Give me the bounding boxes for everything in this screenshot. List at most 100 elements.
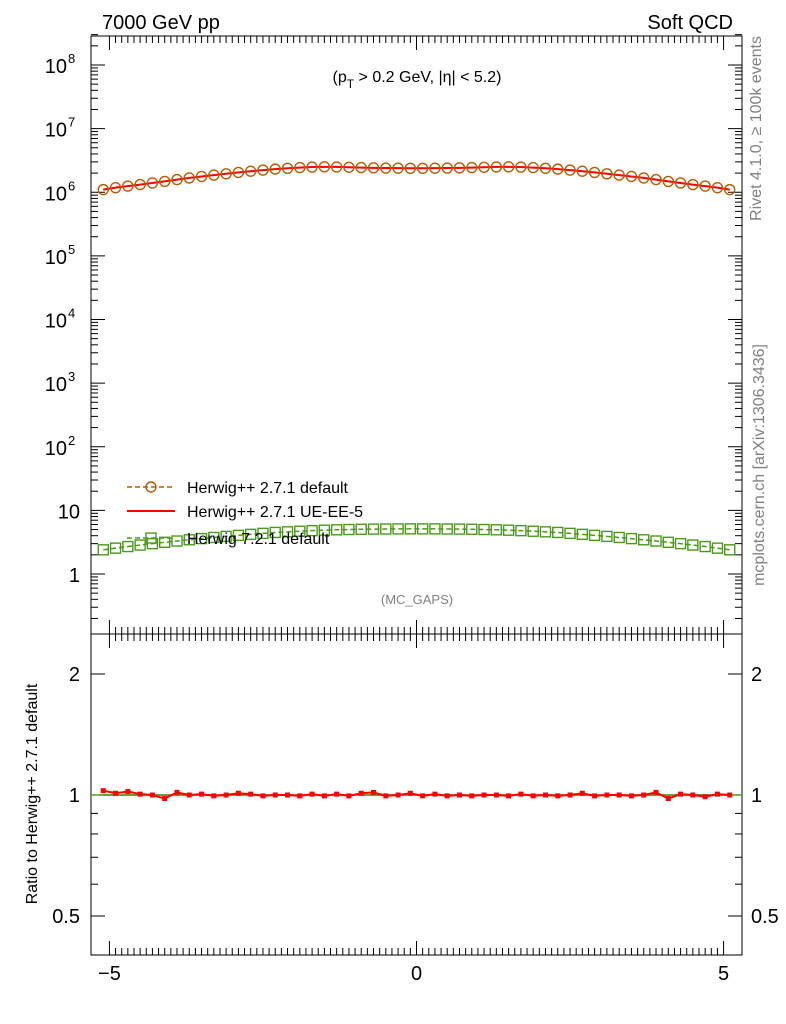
data-point-herwig7 [601, 530, 613, 543]
data-point-herwig7 [220, 530, 232, 543]
data-point-herwig7 [257, 527, 269, 540]
legend-herwig7: Herwig 7.2.1 default [127, 531, 330, 548]
ratio-point-herwigpp-ue [678, 791, 684, 797]
data-point-herwigpp-default [478, 161, 490, 173]
data-point-herwig7 [208, 531, 220, 544]
ratio-point-herwigpp-ue [518, 791, 524, 797]
cut-label: (pT > 0.2 GeV, |η| < 5.2) [333, 69, 502, 91]
ratio-point-herwigpp-ue [223, 792, 229, 798]
ratio-point-herwigpp-ue [297, 793, 303, 799]
data-point-herwig7 [232, 529, 245, 542]
data-point-herwigpp-default [355, 161, 367, 174]
data-point-herwigpp-default [281, 162, 294, 174]
data-point-herwig7 [576, 528, 589, 541]
data-point-herwigpp-default [429, 162, 441, 174]
ratio-point-herwigpp-ue [272, 792, 278, 798]
y-tick-exponent: 6 [68, 178, 75, 193]
legend-label: Herwig++ 2.7.1 UE-EE-5 [187, 504, 363, 521]
ratio-point-herwigpp-ue [346, 793, 352, 799]
y-tick-exponent: 5 [68, 242, 75, 257]
data-point-herwigpp-default [650, 173, 662, 186]
ratio-point-herwigpp-ue [481, 792, 487, 798]
data-point-herwigpp-default [699, 180, 711, 192]
ratio-point-herwigpp-ue [149, 792, 155, 798]
ratio-point-herwigpp-ue [469, 793, 475, 799]
ratio-ticks [91, 634, 742, 956]
data-point-herwigpp-default [109, 181, 122, 194]
data-point-herwigpp-default [441, 162, 453, 174]
data-point-herwig7 [109, 542, 122, 554]
data-point-herwig7 [650, 535, 662, 547]
main-series [97, 161, 736, 556]
data-point-herwig7 [625, 532, 638, 545]
ratio-series [91, 788, 742, 802]
data-point-herwigpp-default [638, 172, 650, 184]
ratio-point-herwigpp-ue [395, 792, 401, 798]
ratio-point-herwigpp-ue [407, 790, 413, 796]
y-tick-label: 10 [45, 311, 67, 333]
data-point-herwig7 [613, 531, 625, 544]
data-point-herwigpp-default [269, 163, 281, 175]
data-point-herwig7 [134, 539, 146, 551]
data-point-herwigpp-default [183, 172, 195, 184]
data-point-herwigpp-default [208, 169, 220, 181]
data-point-herwig7 [711, 542, 724, 554]
ratio-y-tick-label-right: 0.5 [751, 906, 779, 928]
series-line-herwigpp-ue [103, 165, 730, 191]
ratio-point-herwigpp-ue [567, 792, 573, 798]
ratio-point-herwigpp-ue [186, 792, 192, 798]
data-point-herwigpp-default [220, 168, 232, 180]
y-tick-label: 10 [45, 56, 67, 78]
legend-marker [145, 481, 157, 493]
y-tick-exponent: 3 [68, 369, 75, 384]
ratio-point-herwigpp-ue [456, 792, 462, 798]
legend-herwigpp-default: Herwig++ 2.7.1 default [127, 480, 349, 497]
data-point-herwig7 [343, 523, 355, 536]
y-tick-exponent: 2 [68, 433, 75, 448]
x-tick-label: 5 [718, 963, 729, 985]
data-point-herwigpp-default [171, 173, 183, 186]
ratio-y-tick-label: 1 [69, 785, 80, 807]
rivet-label: Rivet 4.1.0, ≥ 100k events [748, 36, 765, 221]
ratio-point-herwigpp-ue [432, 791, 438, 797]
ratio-line-herwigpp-ue [103, 789, 730, 800]
data-point-herwig7 [195, 532, 208, 545]
ratio-y-tick-label: 2 [69, 664, 80, 686]
ratio-y-tick-label-right: 2 [751, 664, 762, 686]
data-point-herwig7 [318, 524, 331, 536]
data-point-herwig7 [380, 523, 392, 535]
ratio-point-herwigpp-ue [211, 793, 217, 799]
data-point-herwig7 [158, 536, 171, 548]
ratio-point-herwigpp-ue [162, 796, 168, 802]
data-point-herwig7 [330, 524, 343, 536]
ratio-point-herwigpp-ue [702, 794, 708, 800]
ratio-point-herwigpp-ue [371, 789, 377, 795]
data-point-herwig7 [552, 526, 564, 539]
data-point-herwig7 [269, 526, 281, 539]
data-point-herwig7 [478, 523, 490, 536]
ratio-point-herwigpp-ue [321, 793, 327, 799]
ratio-panel: 0.5 0.5 1 1 2 2 −5 0 5 Ratio to Herwig++ 2.7.1 d… [24, 633, 779, 985]
data-point-herwigpp-default [539, 162, 552, 174]
data-point-herwigpp-default [367, 162, 380, 174]
data-point-herwigpp-default [564, 164, 576, 176]
ratio-point-herwigpp-ue [690, 792, 696, 798]
data-point-herwig7 [355, 523, 367, 535]
data-point-herwig7 [183, 534, 195, 546]
ratio-point-herwigpp-ue [137, 791, 143, 797]
data-point-herwigpp-default [146, 177, 159, 189]
ratio-tick-labels: 0.5 0.5 1 1 2 2 −5 0 5 [52, 664, 779, 985]
data-point-herwigpp-default [515, 161, 527, 173]
ratio-point-herwigpp-ue [628, 793, 634, 799]
ratio-point-herwigpp-ue [383, 793, 389, 799]
ratio-y-tick-label-right: 1 [751, 785, 762, 807]
data-point-herwigpp-default [404, 162, 417, 174]
data-point-herwigpp-default [195, 170, 208, 183]
data-point-herwigpp-default [601, 168, 613, 180]
data-point-herwigpp-default [122, 180, 134, 192]
data-point-herwig7 [453, 523, 466, 535]
y-tick-label: 10 [45, 183, 67, 205]
ratio-point-herwigpp-ue [174, 789, 180, 795]
data-point-herwig7 [515, 524, 527, 537]
